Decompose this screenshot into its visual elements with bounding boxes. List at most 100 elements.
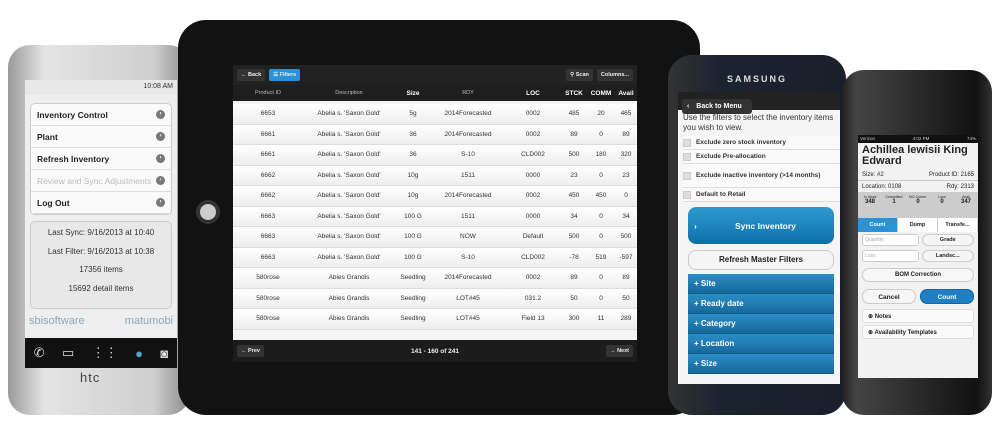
refresh-master-filters-button[interactable]: Refresh Master Filters xyxy=(688,250,834,270)
samsung-screen: ‹ Back to Menu Use the filters to select… xyxy=(678,92,840,384)
prev-button[interactable]: ← Prev xyxy=(237,345,264,357)
phone-icon[interactable]: ✆ xyxy=(33,345,45,360)
filter-checkbox[interactable]: Default to Retail xyxy=(683,188,840,202)
table-cell: Default xyxy=(522,233,544,241)
count-button[interactable]: Count xyxy=(920,289,974,304)
filter-checkbox[interactable]: Exclude Pre-allocation xyxy=(683,150,840,164)
table-cell: Abelia s. 'Saxon Gold' xyxy=(317,130,381,138)
table-cell: 6661 xyxy=(260,151,276,159)
menu-item[interactable]: Refresh Inventory › xyxy=(31,148,171,170)
filter-accordion-item[interactable]: + Size xyxy=(688,354,834,374)
page-range: 141 - 160 of 241 xyxy=(410,347,460,355)
tab-count[interactable]: Count xyxy=(858,218,898,232)
filters-button[interactable]: ☰ Filters xyxy=(269,69,301,81)
table-cell: 2014Forecasted xyxy=(444,192,492,200)
bom-correction-select[interactable]: BOM Correction xyxy=(862,268,974,282)
table-row[interactable]: 6663 Abelia s. 'Saxon Gold' 100 G 1511 0000 3… xyxy=(233,206,637,227)
menu-item[interactable]: Plant › xyxy=(31,126,171,148)
filter-label: Category xyxy=(700,319,736,328)
back-to-menu-button[interactable]: ‹ Back to Menu xyxy=(682,99,752,114)
filter-accordion-item[interactable]: + Site xyxy=(688,274,834,294)
table-cell: 50 xyxy=(570,294,578,302)
table-row[interactable]: 6661 Abelia s. 'Saxon Gold' 36 S-10 CLD002 50… xyxy=(233,145,637,166)
column-header[interactable]: COMM xyxy=(590,89,612,97)
notes-section[interactable]: ⊕ Notes xyxy=(862,309,974,323)
table-cell: 485 xyxy=(568,110,580,118)
sync-inventory-button[interactable]: › Sync Inventory xyxy=(688,207,834,244)
chevron-right-icon: › xyxy=(156,198,165,207)
menu-item-label: Refresh Inventory xyxy=(37,153,110,164)
grade-select[interactable]: Grade xyxy=(921,234,974,246)
back-button[interactable]: ← Back xyxy=(237,69,266,81)
table-row[interactable]: 6663 Abelia s. 'Saxon Gold' 100 G NOW Defaul… xyxy=(233,227,637,248)
next-button[interactable]: → Next xyxy=(606,345,633,357)
tab-dump[interactable]: Dump xyxy=(898,218,938,232)
messages-icon[interactable]: ▭ xyxy=(62,345,75,360)
column-header[interactable]: Description xyxy=(335,90,363,96)
detail-item-count: 15692 detail items xyxy=(68,283,134,293)
table-row[interactable]: 6653 Abelia s. 'Saxon Gold' 5g 2014Forecast… xyxy=(233,104,637,125)
table-cell: 0002 xyxy=(525,110,541,118)
column-header[interactable]: Avail xyxy=(618,89,634,97)
checkbox-icon[interactable] xyxy=(683,152,691,161)
table-header: Product ID Description Size RDY LOC STCK COMM A… xyxy=(233,85,637,101)
column-header[interactable]: Size xyxy=(406,89,420,97)
plus-icon: + xyxy=(694,299,701,308)
table-row[interactable]: 6661 Abelia s. 'Saxon Gold' 36 2014Forecast… xyxy=(233,124,637,145)
cancel-button[interactable]: Cancel xyxy=(862,289,916,304)
table-cell: Abies Grandis xyxy=(328,294,370,302)
menu-item[interactable]: Review and Sync Adjustments › xyxy=(31,170,171,192)
menu-item[interactable]: Inventory Control › xyxy=(31,104,171,126)
table-cell: 500 xyxy=(568,233,580,241)
filter-checkbox[interactable]: Exclude inactive inventory (>14 months) xyxy=(683,164,840,188)
table-cell: 5g xyxy=(409,110,417,118)
tab-transfer[interactable]: Transfe... xyxy=(938,218,978,232)
column-header[interactable]: STCK xyxy=(565,89,583,97)
column-header[interactable]: RDY xyxy=(462,90,474,96)
loss-input[interactable]: Loss xyxy=(862,250,919,262)
checkbox-icon[interactable] xyxy=(683,138,691,147)
table-cell: Abies Grandis xyxy=(328,274,370,282)
item-count: 17356 items xyxy=(79,265,123,274)
menu-item[interactable]: Log Out › xyxy=(31,192,171,214)
table-cell: 500 xyxy=(568,151,580,159)
table-row[interactable]: 580rose Abies Grandis Seedling 2014Forecast… xyxy=(233,268,637,289)
filter-accordion-item[interactable]: + Location xyxy=(688,334,834,354)
table-cell: -78 xyxy=(569,253,579,261)
filter-checkbox[interactable]: Exclude zero stock inventory xyxy=(683,136,840,150)
table-cell: 100 G xyxy=(404,212,422,220)
filter-label: Site xyxy=(700,279,716,288)
table-cell: 36 xyxy=(409,130,417,138)
size-line: Size: #2 Product ID: 2165 xyxy=(858,169,978,181)
table-row[interactable]: 6662 Abelia s. 'Saxon Gold' 10g 2014Forecas… xyxy=(233,186,637,207)
stat: Avail 347 xyxy=(954,195,978,216)
table-cell: 34 xyxy=(622,212,630,220)
filter-accordion-item[interactable]: + Ready date xyxy=(688,294,834,314)
home-button[interactable] xyxy=(196,200,220,224)
availability-templates-section[interactable]: ⊕ Availability Templates xyxy=(862,325,974,339)
column-header[interactable]: LOC xyxy=(526,89,540,97)
apps-grid-icon[interactable]: ⋮⋮ xyxy=(91,345,118,360)
stat-value: 0 xyxy=(940,199,944,205)
columns-button[interactable]: Columns... xyxy=(596,69,633,81)
column-header[interactable]: Product ID xyxy=(255,90,281,96)
table-row[interactable]: 6662 Abelia s. 'Saxon Gold' 10g 1511 0000 23 0… xyxy=(233,165,637,186)
checkbox-icon[interactable] xyxy=(683,171,691,180)
htc-logo: htc xyxy=(80,370,101,385)
table-cell: 0 xyxy=(599,212,603,220)
table-cell: 50 xyxy=(622,294,630,302)
filter-accordion-item[interactable]: + Category xyxy=(688,314,834,334)
browser-icon[interactable]: ● xyxy=(135,345,143,361)
table-cell: 450 xyxy=(568,192,580,200)
table-row[interactable]: 6663 Abelia s. 'Saxon Gold' 100 G S-10 CLD00… xyxy=(233,247,637,268)
camera-icon[interactable]: ◙ xyxy=(160,345,169,361)
scan-button[interactable]: ⚲ Scan xyxy=(566,69,593,81)
stat-value: 1 xyxy=(892,199,896,205)
table-row[interactable]: 580rose Abies Grandis Seedling LOT#45 031.2 5… xyxy=(233,288,637,309)
table-cell: 23 xyxy=(570,171,578,179)
landscape-checkbox[interactable]: Landsc... xyxy=(921,250,974,262)
table-row[interactable]: 580rose Abies Grandis Seedling LOT#45 Field … xyxy=(233,309,637,330)
quantity-input[interactable]: Quantity xyxy=(862,234,919,246)
checkbox-icon[interactable] xyxy=(683,190,691,199)
table-cell: 031.2 xyxy=(524,294,542,302)
